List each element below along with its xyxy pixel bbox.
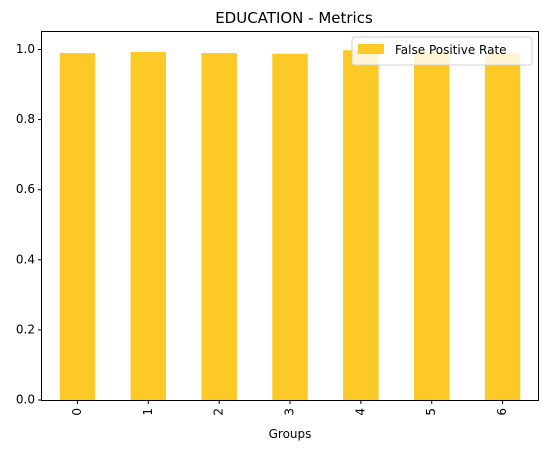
- y-tick-label: 0.4: [16, 252, 35, 266]
- y-tick-label: 0.8: [16, 112, 35, 126]
- bars-group: [59, 50, 521, 401]
- legend-label: False Positive Rate: [395, 43, 507, 57]
- y-axis: 0.0 0.2 0.4 0.6 0.8 1.0: [16, 42, 42, 407]
- bar-2: [201, 53, 237, 401]
- x-axis-label: Groups: [269, 427, 312, 441]
- bar-5: [414, 51, 450, 400]
- bar-4: [343, 50, 379, 400]
- x-tick-label: 5: [424, 408, 438, 416]
- x-axis: 0 1 2 3 4 5 6: [70, 400, 509, 416]
- legend-box: [351, 36, 533, 66]
- x-tick-label: 3: [283, 408, 297, 416]
- x-tick-label: 1: [141, 408, 155, 416]
- x-tick-label: 4: [353, 408, 367, 416]
- bar-3: [272, 53, 308, 400]
- legend-swatch: [358, 44, 384, 54]
- y-tick-label: 0.6: [16, 182, 35, 196]
- y-tick-label: 1.0: [16, 42, 35, 56]
- bar-0: [59, 53, 96, 401]
- x-tick-label: 2: [212, 408, 226, 416]
- y-tick-label: 0.2: [16, 322, 35, 336]
- x-tick-label: 0: [70, 408, 84, 416]
- x-tick-label: 6: [495, 408, 509, 416]
- bar-1: [130, 51, 166, 400]
- plot-frame: [41, 31, 539, 401]
- y-tick-label: 0.0: [16, 393, 35, 407]
- chart-title: EDUCATION - Metrics: [215, 9, 373, 27]
- legend: False Positive Rate: [351, 36, 533, 66]
- bar-6: [484, 53, 521, 401]
